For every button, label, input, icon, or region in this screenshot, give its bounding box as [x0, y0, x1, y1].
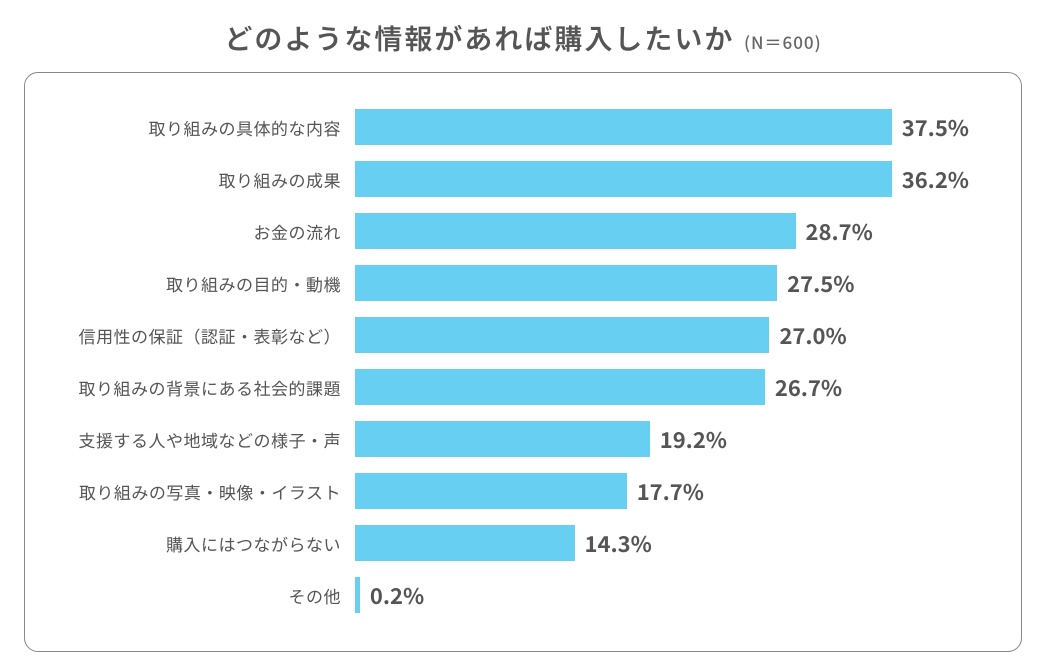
bar-row: 取り組みの背景にある社会的課題 26.7%	[35, 361, 969, 413]
bar-value: 36.2%	[902, 163, 969, 195]
bar-area: 37.5%	[355, 101, 969, 153]
bar-value: 17.7%	[637, 475, 704, 507]
bar-value: 37.5%	[902, 111, 969, 143]
bar-label: その他	[35, 583, 355, 608]
bar-value: 27.5%	[787, 267, 854, 299]
bar	[355, 369, 765, 405]
bar	[355, 473, 627, 509]
chart-panel: 取り組みの具体的な内容 37.5% 取り組みの成果 36.2% お金の流れ 28.7% 取り…	[24, 72, 1022, 652]
bar-area: 26.7%	[355, 361, 969, 413]
chart-title: どのような情報があれば購入したいか	[224, 18, 734, 58]
bar-area: 36.2%	[355, 153, 969, 205]
bar	[355, 213, 796, 249]
bar-row: 取り組みの具体的な内容 37.5%	[35, 101, 969, 153]
bar-value: 19.2%	[660, 423, 727, 455]
bar-label: 購入にはつながらない	[35, 531, 355, 556]
bar-label: 取り組みの写真・映像・イラスト	[35, 479, 355, 504]
bar-label: お金の流れ	[35, 219, 355, 244]
bar-area: 19.2%	[355, 413, 969, 465]
bar	[355, 421, 650, 457]
chart-container: どのような情報があれば購入したいか (N＝600) 取り組みの具体的な内容 37.…	[0, 0, 1046, 664]
bar-row: 支援する人や地域などの様子・声 19.2%	[35, 413, 969, 465]
bar-area: 14.3%	[355, 517, 969, 569]
bar-label: 信用性の保証（認証・表彰など）	[35, 323, 355, 348]
bar	[355, 109, 892, 145]
chart-title-row: どのような情報があれば購入したいか (N＝600)	[10, 18, 1036, 58]
bar-area: 27.5%	[355, 257, 969, 309]
bar-label: 支援する人や地域などの様子・声	[35, 427, 355, 452]
bar-row: お金の流れ 28.7%	[35, 205, 969, 257]
bar-label: 取り組みの成果	[35, 167, 355, 192]
bar-row: 取り組みの写真・映像・イラスト 17.7%	[35, 465, 969, 517]
bar-label: 取り組みの背景にある社会的課題	[35, 375, 355, 400]
bar-value: 27.0%	[779, 319, 846, 351]
bar	[355, 525, 575, 561]
bar	[355, 265, 777, 301]
bar-area: 17.7%	[355, 465, 969, 517]
bar-row: 取り組みの成果 36.2%	[35, 153, 969, 205]
bar-label: 取り組みの具体的な内容	[35, 115, 355, 140]
bar-value: 0.2%	[370, 579, 424, 611]
bar-value: 26.7%	[775, 371, 842, 403]
bar-label: 取り組みの目的・動機	[35, 271, 355, 296]
bar-row: 購入にはつながらない 14.3%	[35, 517, 969, 569]
bar-row: その他 0.2%	[35, 569, 969, 621]
bar	[355, 577, 360, 613]
chart-subtitle: (N＝600)	[744, 29, 822, 54]
bar-value: 14.3%	[585, 527, 652, 559]
bar	[355, 317, 769, 353]
bar-area: 0.2%	[355, 569, 969, 621]
bar-area: 28.7%	[355, 205, 969, 257]
bar-area: 27.0%	[355, 309, 969, 361]
bar	[355, 161, 892, 197]
bar-row: 取り組みの目的・動機 27.5%	[35, 257, 969, 309]
bar-row: 信用性の保証（認証・表彰など） 27.0%	[35, 309, 969, 361]
bar-value: 28.7%	[806, 215, 873, 247]
